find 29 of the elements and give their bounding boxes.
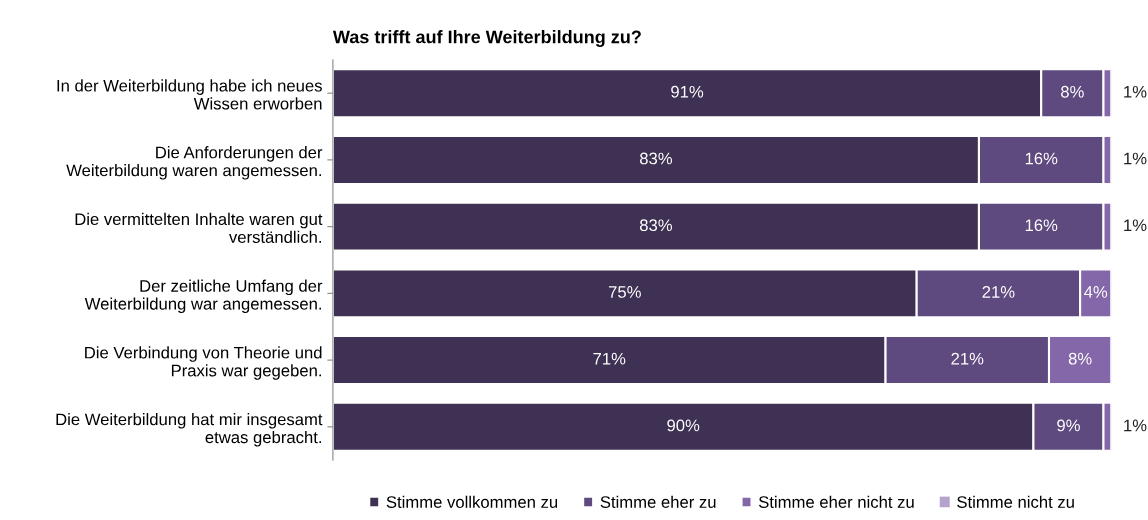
legend-label: Stimme eher nicht zu: [758, 495, 914, 508]
data-label: 21%: [982, 286, 1015, 298]
y-tick-label: In der Weiterbildung habe ich neues Wissen erworben: [57, 79, 322, 110]
chart-title: Was trifft auf Ihre Weiterbildung zu?: [332, 30, 641, 47]
data-label: 1%: [1124, 219, 1147, 232]
data-label: 90%: [667, 419, 700, 432]
data-label: 1%: [1124, 85, 1147, 98]
data-label: 1%: [1124, 152, 1147, 165]
y-tick-label: Die Weiterbildung hat mir insgesamt etwas gebracht.: [56, 413, 323, 447]
data-label: 8%: [1068, 352, 1092, 365]
data-label: 8%: [1061, 85, 1084, 98]
data-label: 71%: [593, 352, 626, 365]
data-label: 16%: [1025, 219, 1058, 232]
data-label: 4%: [1084, 286, 1108, 298]
y-tick-label: Die Anforderungen der Weiterbildung waren angemessen.: [66, 146, 323, 180]
y-tick-label: Die vermittelten Inhalte waren gut verständlich.: [75, 212, 323, 244]
data-label: 83%: [639, 152, 673, 165]
data-label: 1%: [1124, 419, 1147, 432]
data-label: 91%: [671, 85, 704, 98]
data-label: 75%: [608, 286, 641, 298]
legend-label: Stimme nicht zu: [957, 495, 1074, 508]
y-tick-label: Die Verbindung von Theorie und Praxis war gegeben.: [85, 346, 322, 380]
legend-label: Stimme eher zu: [600, 495, 716, 508]
legend-label: Stimme vollkommen zu: [386, 495, 558, 508]
data-label: 9%: [1057, 419, 1080, 432]
data-label: 21%: [951, 352, 984, 365]
data-label: 83%: [639, 219, 673, 232]
y-tick-label: Der zeitliche Umfang der Weiterbildung war angemessen.: [84, 279, 323, 314]
data-label: 16%: [1025, 152, 1058, 165]
